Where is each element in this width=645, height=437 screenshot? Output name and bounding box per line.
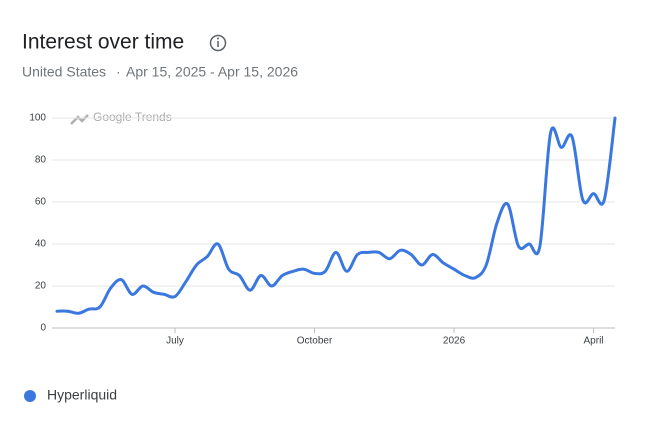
info-icon[interactable] xyxy=(209,34,227,52)
y-tick-label: 40 xyxy=(35,239,47,250)
x-tick-label: July xyxy=(166,336,184,347)
legend-swatch xyxy=(24,390,36,402)
subtitle: United States xyxy=(22,64,106,80)
watermark: Google Trends xyxy=(93,110,172,124)
watermark-icon xyxy=(70,114,89,125)
x-tick-label: 2026 xyxy=(443,336,466,347)
x-tick-label: April xyxy=(584,336,604,347)
y-tick-label: 100 xyxy=(29,113,46,124)
chart-title: Interest over time xyxy=(22,31,184,54)
x-tick-label: October xyxy=(297,336,333,347)
date-range: Apr 15, 2025 - Apr 15, 2026 xyxy=(126,64,298,80)
separator: · xyxy=(116,64,121,80)
y-tick-label: 60 xyxy=(35,197,47,208)
y-tick-label: 20 xyxy=(35,281,47,292)
series-line xyxy=(55,116,617,315)
y-tick-label: 80 xyxy=(35,155,47,166)
y-tick-label: 0 xyxy=(40,323,46,334)
legend-label[interactable]: Hyperliquid xyxy=(47,387,117,403)
